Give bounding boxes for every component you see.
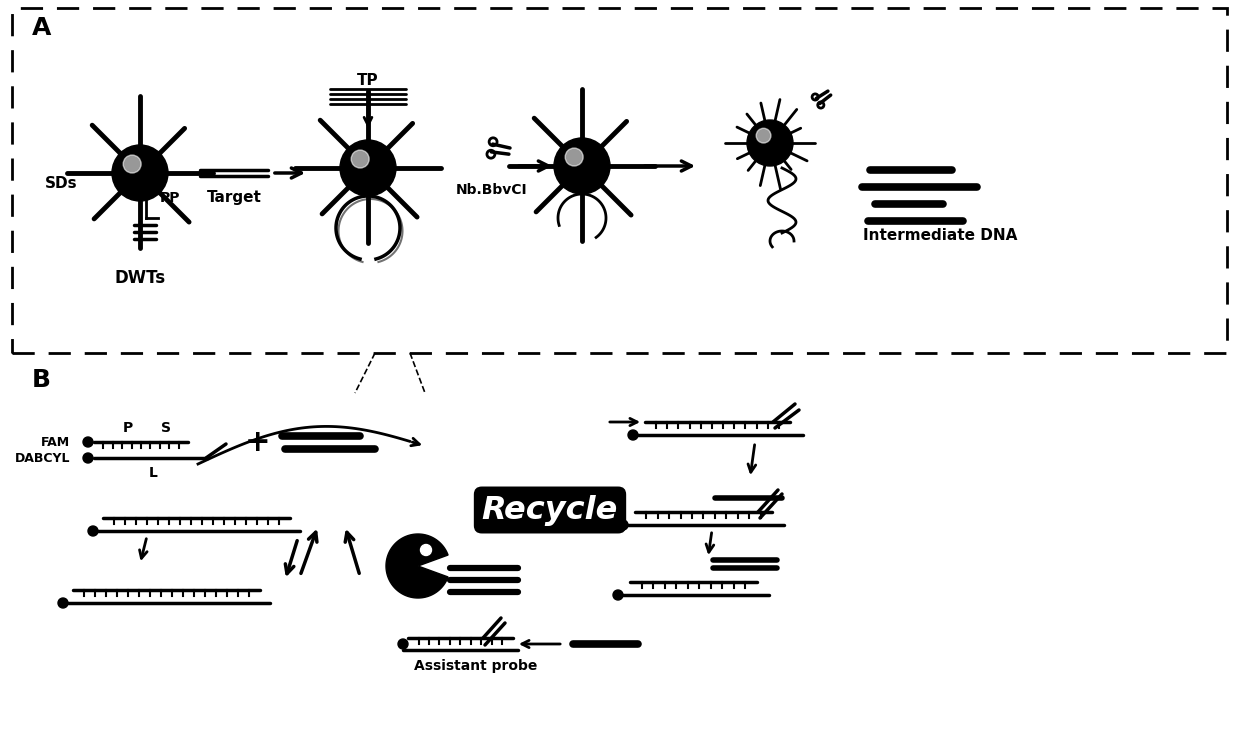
- Text: +: +: [246, 427, 270, 457]
- Circle shape: [83, 437, 93, 447]
- Circle shape: [398, 639, 408, 649]
- Circle shape: [613, 590, 622, 600]
- Text: FAM: FAM: [41, 435, 69, 449]
- Text: TP: TP: [357, 72, 378, 88]
- Text: B: B: [32, 368, 51, 392]
- Bar: [12, 8, 1228, 353]
- Text: S: S: [161, 421, 171, 435]
- Text: L: L: [149, 466, 157, 480]
- Polygon shape: [386, 534, 448, 598]
- Circle shape: [756, 128, 771, 143]
- Text: Recycle: Recycle: [482, 494, 619, 525]
- Text: P: P: [123, 421, 133, 435]
- Text: A: A: [32, 16, 51, 40]
- Circle shape: [554, 138, 610, 194]
- Circle shape: [340, 140, 396, 196]
- Text: Target: Target: [207, 190, 262, 205]
- Circle shape: [123, 155, 141, 173]
- Circle shape: [88, 526, 98, 536]
- Text: Assistant probe: Assistant probe: [414, 659, 538, 673]
- Circle shape: [618, 520, 627, 530]
- Text: SDs: SDs: [45, 176, 78, 190]
- Circle shape: [627, 430, 639, 440]
- Text: Intermediate DNA: Intermediate DNA: [863, 228, 1017, 243]
- Circle shape: [58, 598, 68, 608]
- Text: Nb.BbvCI: Nb.BbvCI: [456, 183, 528, 197]
- Circle shape: [746, 120, 794, 166]
- Text: DABCYL: DABCYL: [15, 452, 69, 464]
- Circle shape: [420, 545, 432, 556]
- Text: PP: PP: [160, 191, 181, 205]
- Circle shape: [83, 453, 93, 463]
- Text: DWTs: DWTs: [114, 269, 166, 287]
- Circle shape: [112, 145, 167, 201]
- Circle shape: [565, 148, 583, 166]
- Circle shape: [351, 150, 370, 168]
